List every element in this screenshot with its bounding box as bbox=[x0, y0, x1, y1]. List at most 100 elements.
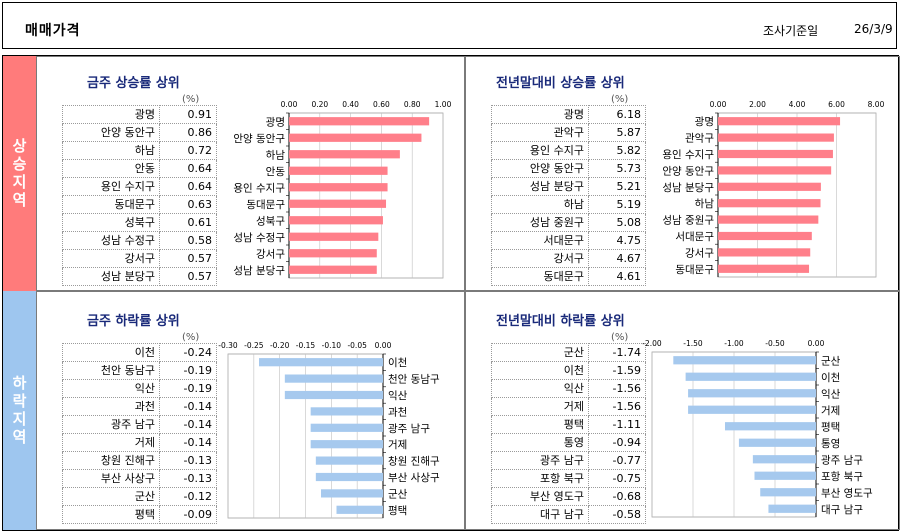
category-label: 부산 영도구 bbox=[821, 487, 873, 499]
side-label-falling-text: 하락지역 bbox=[10, 374, 28, 447]
ranking-table: 광명 0.91 안양 동안구 0.86 하남 0.72 안동 0.64 용인 수지구 0.64 동대… bbox=[62, 105, 217, 286]
panel-weekly-rise: 금주 상승률 상위 (%) 광명 0.91 안양 동안구 0.86 하남 0.72 안동 0.… bbox=[36, 56, 465, 291]
region-name: 광명 bbox=[62, 105, 160, 124]
table-row: 안동 0.64 bbox=[62, 159, 217, 178]
bar bbox=[284, 374, 383, 383]
bar bbox=[336, 505, 383, 514]
change-value: 0.86 bbox=[159, 123, 217, 142]
region-name: 천안 동남구 bbox=[62, 361, 160, 380]
x-tick-label: 1.00 bbox=[435, 100, 452, 109]
x-tick-label: 0.00 bbox=[710, 100, 727, 109]
panel-title: 금주 하락률 상위 bbox=[87, 314, 180, 329]
region-name: 안양 동안구 bbox=[62, 123, 160, 142]
bar bbox=[718, 199, 821, 208]
bar bbox=[718, 117, 841, 126]
x-tick-label: -0.20 bbox=[270, 341, 290, 350]
x-tick-label: -1.50 bbox=[683, 339, 703, 348]
change-value: -0.75 bbox=[588, 469, 646, 488]
category-label: 포항 북구 bbox=[821, 471, 863, 483]
region-name: 대구 남구 bbox=[491, 505, 589, 524]
panel-title: 금주 상승률 상위 bbox=[87, 76, 180, 91]
bar bbox=[289, 183, 388, 192]
category-label: 부산 사상구 bbox=[388, 472, 440, 484]
change-value: -0.13 bbox=[159, 469, 217, 488]
region-name: 강서구 bbox=[491, 249, 589, 268]
change-value: 0.57 bbox=[159, 267, 217, 286]
table-row: 동대문구 4.61 bbox=[491, 267, 646, 286]
category-label: 익산 bbox=[821, 388, 841, 400]
category-label: 동대문구 bbox=[246, 199, 285, 211]
table-row: 안양 동안구 5.73 bbox=[491, 159, 646, 178]
change-value: 4.67 bbox=[588, 249, 646, 268]
region-name: 하남 bbox=[491, 195, 589, 214]
change-value: -0.14 bbox=[159, 397, 217, 416]
change-value: 5.87 bbox=[588, 123, 646, 142]
change-value: 5.19 bbox=[588, 195, 646, 214]
region-name: 광주 남구 bbox=[491, 451, 589, 470]
bar bbox=[752, 455, 816, 464]
table-row: 거제 -1.56 bbox=[491, 397, 646, 416]
bar bbox=[760, 488, 816, 497]
change-value: 5.82 bbox=[588, 141, 646, 160]
x-tick-label: 6.00 bbox=[828, 100, 845, 109]
x-tick-label: -0.10 bbox=[322, 341, 342, 350]
region-name: 군산 bbox=[491, 343, 589, 362]
region-name: 창원 진해구 bbox=[62, 451, 160, 470]
bar bbox=[718, 231, 812, 241]
page-title: 매매가격 bbox=[25, 23, 81, 39]
change-value: 4.61 bbox=[588, 267, 646, 286]
panel-title: 전년말대비 하락률 상위 bbox=[496, 314, 625, 329]
table-row: 광주 남구 -0.14 bbox=[62, 415, 217, 434]
bar bbox=[315, 456, 383, 465]
x-tick-label: 0.20 bbox=[311, 100, 328, 109]
category-label: 광명 bbox=[266, 116, 285, 128]
change-value: 5.73 bbox=[588, 159, 646, 178]
bar bbox=[289, 265, 377, 274]
category-label: 과천 bbox=[388, 406, 407, 418]
x-tick-label: -0.25 bbox=[244, 341, 264, 350]
region-name: 과천 bbox=[62, 397, 160, 416]
bar bbox=[310, 440, 383, 449]
category-label: 용인 수지구 bbox=[662, 149, 714, 161]
category-label: 이천 bbox=[388, 357, 407, 369]
change-value: -0.68 bbox=[588, 487, 646, 506]
category-label: 안동 bbox=[266, 166, 286, 178]
region-name: 평택 bbox=[491, 415, 589, 434]
change-value: 0.61 bbox=[159, 213, 217, 232]
region-name: 군산 bbox=[62, 487, 160, 506]
change-value: 0.58 bbox=[159, 231, 217, 250]
bar bbox=[289, 199, 387, 208]
bar bbox=[321, 489, 383, 498]
table-row: 부산 영도구 -0.68 bbox=[491, 487, 646, 506]
category-label: 동대문구 bbox=[675, 264, 714, 276]
change-value: -0.19 bbox=[159, 361, 217, 380]
table-row: 성남 분당구 5.21 bbox=[491, 177, 646, 196]
table-row: 군산 -0.12 bbox=[62, 487, 217, 506]
x-tick-label: 4.00 bbox=[789, 100, 806, 109]
category-label: 군산 bbox=[821, 355, 841, 367]
category-label: 통영 bbox=[821, 438, 840, 450]
table-row: 성남 중원구 5.08 bbox=[491, 213, 646, 232]
table-row: 이천 -0.24 bbox=[62, 343, 217, 362]
panel-title: 전년말대비 상승률 상위 bbox=[496, 76, 625, 91]
change-value: -0.19 bbox=[159, 379, 217, 398]
table-row: 익산 -0.19 bbox=[62, 379, 217, 398]
category-label: 평택 bbox=[388, 505, 407, 517]
category-label: 성남 수정구 bbox=[233, 232, 285, 244]
change-value: -0.77 bbox=[588, 451, 646, 470]
x-tick-label: -2.00 bbox=[642, 339, 662, 348]
percent-unit: (%) bbox=[611, 332, 629, 343]
category-label: 하남 bbox=[695, 197, 715, 210]
change-value: 0.64 bbox=[159, 177, 217, 196]
region-name: 용인 수지구 bbox=[62, 177, 160, 196]
survey-date-label: 조사기준일 bbox=[763, 24, 819, 38]
change-value: 6.18 bbox=[588, 105, 646, 124]
table-row: 서대문구 4.75 bbox=[491, 231, 646, 250]
category-label: 서대문구 bbox=[675, 231, 714, 243]
side-label-rising-text: 상승지역 bbox=[10, 137, 28, 210]
ranking-table: 이천 -0.24 천안 동남구 -0.19 익산 -0.19 과천 -0.14 광주 남구 -0.… bbox=[62, 343, 217, 524]
bar bbox=[718, 182, 821, 191]
category-label: 성남 분당구 bbox=[662, 182, 714, 194]
category-label: 광주 남구 bbox=[821, 454, 863, 466]
